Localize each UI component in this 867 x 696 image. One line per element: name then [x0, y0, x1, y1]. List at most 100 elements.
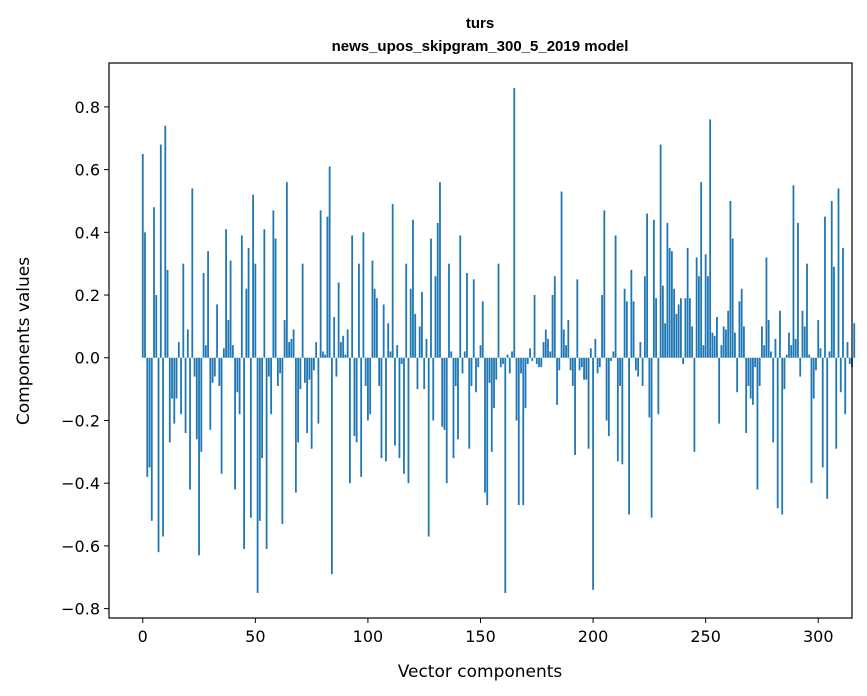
bar — [524, 357, 527, 408]
bar — [614, 235, 617, 358]
bar — [195, 357, 198, 440]
bar — [238, 357, 241, 415]
bar — [542, 342, 545, 358]
bar — [245, 288, 248, 358]
bar — [470, 357, 473, 386]
bar — [240, 235, 243, 358]
bar — [702, 345, 705, 358]
bar — [279, 357, 282, 374]
bar — [515, 357, 518, 421]
bar — [254, 263, 257, 358]
bar — [761, 326, 763, 358]
chart-title: turs — [466, 15, 494, 32]
bar — [263, 229, 266, 358]
bar — [794, 338, 797, 358]
bar — [252, 194, 254, 358]
bar — [186, 329, 189, 358]
bar — [772, 357, 775, 443]
bar — [312, 357, 315, 371]
bar — [229, 260, 232, 358]
bar — [146, 357, 149, 477]
bar — [337, 282, 340, 358]
bar — [785, 354, 788, 358]
bar — [846, 342, 849, 358]
bar — [583, 357, 585, 380]
bar — [484, 357, 486, 493]
bar — [454, 357, 457, 386]
bar — [209, 357, 212, 430]
bar — [625, 301, 628, 358]
bar — [826, 357, 829, 499]
bar — [578, 357, 581, 371]
bar — [812, 357, 815, 399]
bar — [657, 357, 660, 415]
bar — [731, 238, 734, 358]
y-tick-label: −0.6 — [61, 537, 100, 556]
bar — [652, 219, 655, 358]
bar — [141, 153, 144, 358]
bar — [580, 357, 583, 368]
bar — [198, 357, 200, 556]
bar — [628, 357, 630, 515]
x-tick-label: 200 — [578, 627, 609, 646]
bar — [607, 357, 610, 437]
bar — [801, 310, 804, 358]
y-axis-label: Components values — [14, 257, 34, 425]
bar — [779, 310, 781, 358]
bar — [828, 351, 831, 358]
bar — [695, 257, 698, 358]
bar — [376, 298, 378, 358]
bar — [382, 304, 385, 358]
bar — [526, 357, 529, 365]
bar — [448, 263, 450, 358]
bar — [468, 357, 471, 449]
bar — [747, 357, 750, 386]
bar — [587, 357, 590, 449]
bar — [421, 291, 423, 358]
bar — [558, 357, 561, 371]
bar — [175, 357, 178, 399]
bar — [538, 357, 540, 368]
bar — [675, 313, 678, 358]
bar — [249, 357, 252, 518]
bar — [592, 357, 594, 590]
bar — [367, 357, 369, 421]
bar — [738, 301, 741, 358]
bar — [758, 357, 761, 386]
bar — [389, 351, 392, 358]
y-tick-label: 0.2 — [75, 286, 100, 305]
bar — [488, 357, 491, 383]
bar — [387, 323, 390, 358]
bar — [261, 357, 263, 459]
bar — [819, 348, 822, 358]
bar — [461, 357, 464, 374]
bar — [630, 269, 633, 358]
bar — [513, 88, 516, 358]
bar — [734, 332, 736, 358]
bar — [499, 357, 502, 368]
bar — [589, 348, 592, 358]
bar — [637, 357, 640, 377]
x-tick-label: 300 — [803, 627, 834, 646]
bar — [243, 357, 245, 550]
x-axis-ticks: 0 50 100 150 200 250 300 — [138, 618, 834, 646]
bar — [576, 279, 579, 358]
bar — [562, 329, 565, 358]
bar — [153, 207, 155, 358]
bar — [292, 329, 295, 358]
bar — [412, 219, 414, 358]
bar — [679, 298, 682, 358]
bar — [378, 357, 381, 386]
bar — [788, 332, 790, 358]
bar — [403, 357, 405, 474]
bar — [770, 351, 772, 358]
bar — [182, 263, 185, 358]
bar — [400, 357, 403, 365]
bar — [340, 342, 342, 358]
bar — [799, 357, 802, 377]
bar — [346, 329, 349, 358]
bar — [213, 357, 216, 377]
bar — [718, 357, 721, 424]
bar — [148, 357, 151, 468]
